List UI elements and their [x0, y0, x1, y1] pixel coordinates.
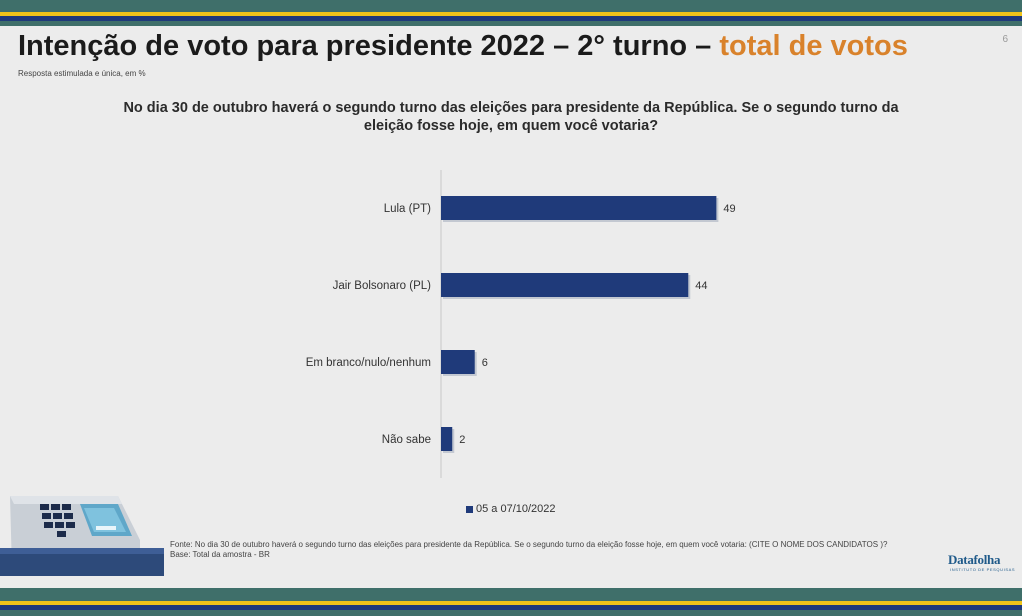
page-number: 6: [1002, 34, 1008, 45]
datafolha-logo: Datafolha: [948, 552, 1001, 567]
title-accent: total de votos: [719, 30, 908, 62]
bar-1: [441, 273, 689, 297]
top-gold-stripe: [0, 12, 1022, 16]
survey-question: No dia 30 de outubro haverá o segundo tu…: [123, 100, 899, 134]
bar-0: [441, 196, 717, 220]
page-title: Intenção de voto para presidente 2022 – …: [18, 30, 908, 63]
chart-legend: 05 a 07/10/2022: [466, 503, 556, 515]
category-label-2: Em branco/nulo/nenhum: [306, 357, 431, 369]
data-label-1: 44: [695, 280, 707, 292]
data-label-2: 6: [482, 357, 488, 369]
legend-label: 05 a 07/10/2022: [476, 503, 556, 515]
top-blue-stripe: [0, 16, 1022, 21]
category-label-1: Jair Bolsonaro (PL): [333, 280, 432, 292]
data-label-3: 2: [459, 434, 465, 446]
bar-2: [441, 350, 475, 374]
page-subtitle: Resposta estimulada e única, em %: [18, 69, 146, 78]
bar-3: [441, 427, 453, 451]
source-text: Fonte: No dia 30 de outubro haverá o seg…: [170, 540, 888, 549]
legend-swatch: [466, 505, 473, 513]
title-main: Intenção de voto para presidente 2022 – …: [18, 30, 720, 62]
bottom-gold-stripe: [0, 601, 1022, 605]
ballot-box-illustration: [0, 496, 164, 576]
source-note: Fonte: No dia 30 de outubro haverá o seg…: [170, 540, 950, 560]
base-text: Base: Total da amostra - BR: [170, 550, 270, 559]
data-label-0: 49: [723, 203, 735, 215]
bottom-blue-stripe: [0, 605, 1022, 610]
logo-subtitle: INSTITUTO DE PESQUISAS: [950, 567, 1016, 572]
category-label-3: Não sabe: [382, 434, 431, 446]
category-label-0: Lula (PT): [384, 203, 431, 215]
